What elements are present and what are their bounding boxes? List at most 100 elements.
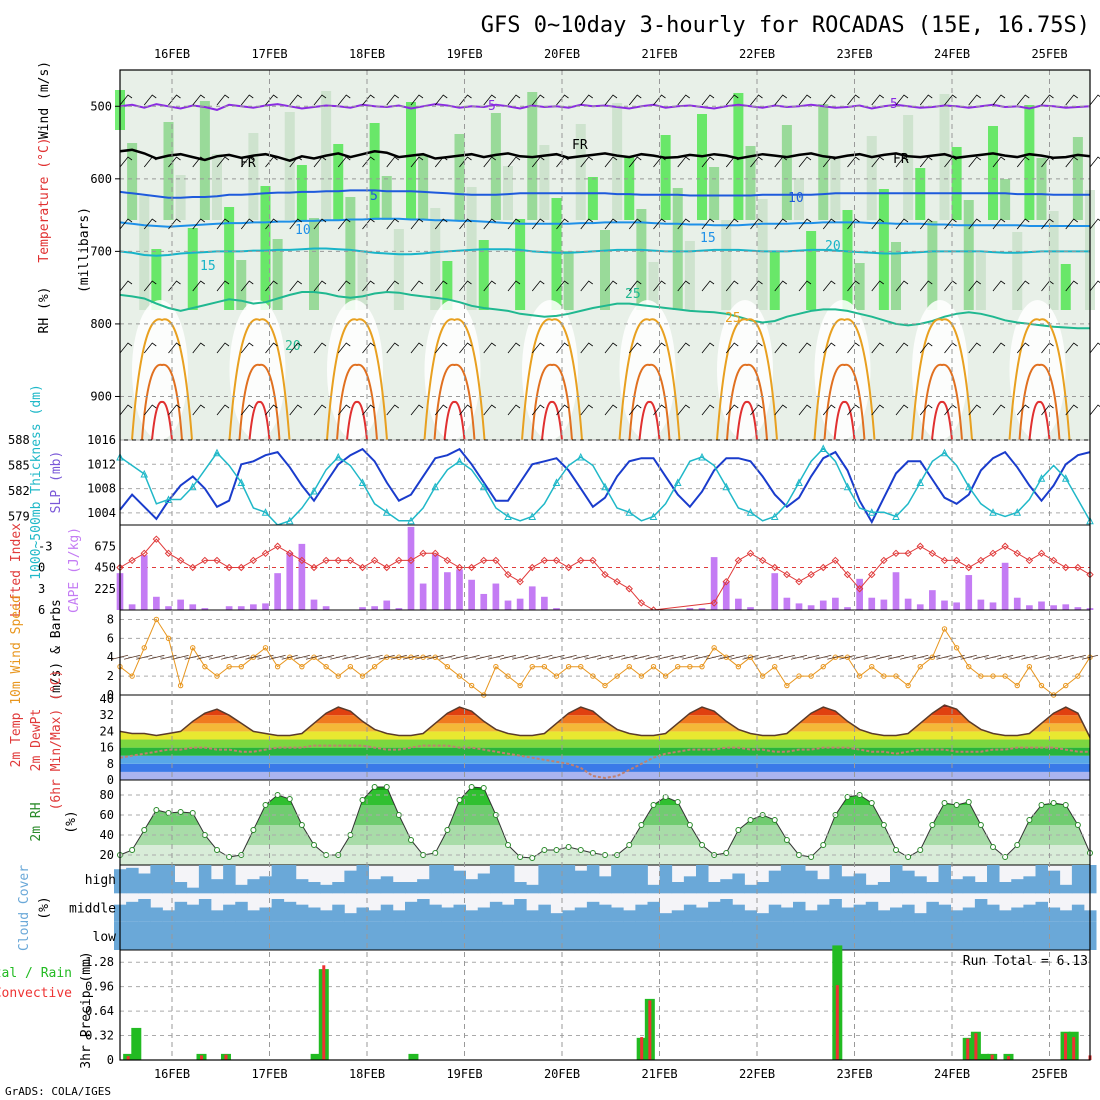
precip-conv-bar	[1064, 1033, 1068, 1060]
axis-label-pressure: (millibars)	[77, 207, 92, 293]
wind-marker	[784, 682, 790, 689]
upper-wind-barb	[313, 156, 327, 168]
rh-shading	[745, 146, 756, 220]
cloud-bar-high	[829, 865, 842, 894]
rh-marker	[480, 785, 487, 791]
cloud-bar-low	[1035, 921, 1048, 950]
upper-wind-barb	[362, 342, 375, 354]
upper-wind-barb	[410, 404, 424, 416]
upper-wind-barb	[968, 280, 981, 292]
upper-wind-barb	[750, 280, 763, 292]
li-marker	[286, 549, 294, 558]
cloud-bar-low	[696, 921, 709, 950]
cloud-bar-middle	[174, 901, 188, 922]
upper-wind-barb	[653, 342, 666, 354]
upper-wind-barb	[531, 280, 545, 292]
upper-wind-barb	[822, 94, 836, 106]
upper-wind-barb	[289, 404, 302, 416]
upper-wind-barb	[362, 94, 375, 106]
cloud-bar-middle	[429, 904, 442, 922]
precip-conv-bar	[224, 1054, 228, 1060]
rh-shading	[648, 262, 659, 310]
upper-wind-barb	[240, 94, 254, 106]
surface-wind-barb	[233, 654, 250, 660]
surface-wind-barb	[778, 654, 795, 660]
axis-label-wind: Wind (m/s)	[37, 61, 52, 139]
upper-wind-barb	[895, 404, 909, 416]
thickness-marker	[528, 512, 537, 520]
upper-wind-barb	[1065, 280, 1078, 292]
rh-shading	[406, 102, 416, 220]
li-tick-label: 0	[38, 561, 45, 575]
rh-marker	[298, 822, 305, 828]
surface-wind-barb	[1045, 654, 1062, 660]
upper-wind-barb	[119, 94, 133, 106]
upper-wind-barb	[580, 404, 593, 416]
axis-label-thickness: 1000~500mb Thickness (dm)	[29, 384, 44, 580]
wind-speed-line	[119, 618, 1091, 696]
upper-wind-barb	[992, 156, 1006, 168]
upper-wind-barb	[168, 94, 181, 106]
wind-marker	[371, 663, 378, 670]
rh-marker	[686, 822, 693, 828]
li-marker	[189, 563, 197, 572]
upper-wind-barb	[968, 156, 981, 168]
surface-wind-barb	[718, 654, 735, 660]
li-marker	[395, 556, 403, 565]
cape-bar	[832, 597, 839, 610]
wind-marker	[177, 682, 184, 689]
rh-shading	[600, 230, 610, 310]
rh-tick-label: 80	[100, 788, 114, 802]
rh-shading	[1000, 179, 1011, 220]
temp-band	[120, 731, 1090, 740]
upper-wind-barb	[216, 342, 230, 354]
thickness-marker	[795, 478, 803, 486]
thickness-marker	[722, 482, 731, 491]
cloud-bar-low	[1011, 921, 1024, 950]
cloud-bar-low	[295, 921, 309, 950]
upper-wind-barb	[168, 218, 181, 230]
rh-shading	[490, 113, 501, 220]
cloud-bar-middle	[841, 907, 854, 922]
upper-wind-barb	[459, 280, 472, 292]
rh-marker	[408, 837, 414, 843]
isotherm-25-arch	[326, 318, 388, 441]
axis-label-barbs: (m/s) & Barbs	[49, 599, 64, 701]
rh-marker	[541, 847, 548, 853]
upper-wind-barb	[774, 94, 787, 106]
upper-wind-barb	[313, 94, 327, 106]
cape-bar	[722, 581, 730, 610]
surface-wind-barb	[136, 654, 153, 660]
cloud-bar-high	[853, 873, 867, 894]
rh-marker	[723, 850, 730, 856]
upper-wind-barb	[798, 342, 812, 354]
cape-bar	[541, 596, 548, 610]
thickness-marker	[188, 482, 197, 491]
li-marker	[443, 556, 452, 565]
cloud-bar-middle	[902, 904, 915, 922]
upper-wind-barb	[289, 218, 302, 230]
cloud-bar-low	[708, 921, 721, 950]
rh-marker	[141, 827, 148, 833]
isotherm-30-arch	[531, 363, 573, 441]
cloud-bar-low	[890, 921, 903, 950]
li-marker	[989, 549, 997, 558]
cape-bar	[165, 606, 172, 610]
isotherm-30-arch	[1018, 363, 1061, 441]
li-marker	[1013, 549, 1021, 558]
cloud-bar-high	[647, 884, 660, 894]
cape-tick-label: 675	[94, 539, 116, 553]
wind-marker	[1026, 663, 1033, 670]
upper-wind-barb	[434, 218, 448, 230]
cloud-bar-middle	[1071, 904, 1085, 922]
rh-marker	[286, 796, 293, 802]
upper-wind-barb	[725, 94, 739, 106]
cape-bar	[456, 569, 463, 610]
cloud-bar-high	[1047, 870, 1061, 894]
upper-wind-barb	[628, 404, 642, 416]
rh-marker	[747, 817, 754, 823]
upper-wind-barb	[459, 342, 472, 354]
rh-shading	[212, 154, 222, 220]
temp-band	[120, 755, 1090, 764]
isotherm-25-arch	[228, 318, 291, 441]
